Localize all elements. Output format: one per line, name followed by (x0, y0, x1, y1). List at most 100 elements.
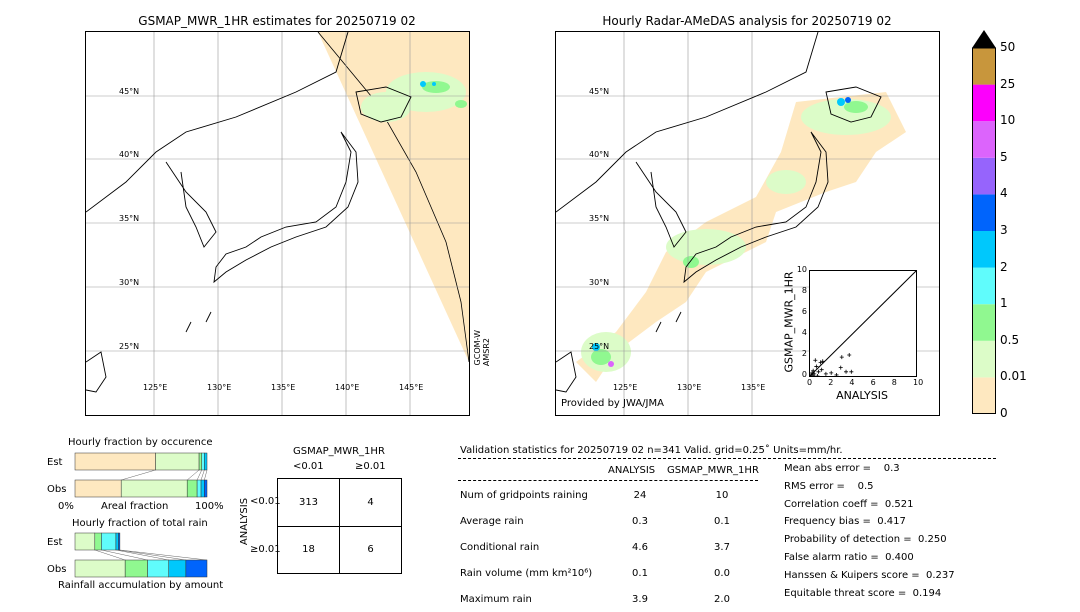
lat-label: 30°N (119, 278, 139, 287)
scatter-point (814, 364, 819, 369)
score-line: Mean abs error = 0.3 (784, 463, 900, 474)
colorbar-level-label: 3 (1000, 223, 1008, 237)
score-line: Frequency bias = 0.417 (784, 516, 906, 528)
colorbar-level-label: 0.01 (1000, 369, 1027, 384)
scatter-ylabel: GSMAP_MWR_1HR (782, 271, 796, 373)
occurrence-title: Hourly fraction by occurence (68, 437, 213, 448)
est-label-rain: Est (47, 537, 63, 548)
left-map-title: GSMAP_MWR_1HR estimates for 20250719 02 (138, 14, 416, 28)
fraction-bar-segment (168, 559, 187, 578)
sensor-label-1: GCOM-W (473, 330, 482, 366)
fraction-bar-segment (74, 479, 122, 498)
fraction-bar-segment (101, 532, 117, 551)
score-line: RMS error = 0.5 (784, 480, 874, 492)
rain-title: Hourly fraction of total rain (72, 518, 208, 529)
scatter-point (811, 368, 816, 373)
fraction-bar-segment (198, 452, 202, 471)
fraction-bar-segment (204, 452, 208, 471)
stat-gsmap-value: 2.0 (714, 594, 730, 605)
scatter-point (838, 365, 843, 370)
stat-gsmap-value: 0.1 (714, 516, 730, 527)
row-label-ge: ≥0.01 (250, 544, 281, 555)
colorbar-segment (972, 267, 996, 305)
scatter-point (813, 358, 818, 363)
scatter-point (849, 369, 854, 374)
xtick-label: 8 (891, 378, 897, 387)
cell-tp: 6 (367, 544, 374, 555)
ytick-label: 8 (801, 286, 807, 295)
colorbar-segment (972, 84, 996, 122)
colorbar-level-label: 25 (1000, 76, 1016, 91)
stat-gsmap-value: 0.0 (714, 568, 730, 579)
colorbar-level-label: 10 (1000, 113, 1016, 128)
scatter-point (816, 369, 821, 374)
scatter-point (844, 369, 849, 374)
lon-label: 130°E (207, 383, 231, 392)
xtick-0pct: 0% (58, 501, 74, 512)
colorbar-segment (972, 48, 996, 85)
obs-label: Obs (47, 484, 67, 495)
fraction-bar-segment (74, 532, 96, 551)
xtick-label: 2 (828, 378, 834, 387)
stats-header: Validation statistics for 20250719 02 n=… (460, 445, 843, 456)
right-map-title: Hourly Radar-AMeDAS analysis for 2025071… (602, 14, 892, 28)
lat-label: 25°N (589, 342, 609, 351)
row-label-lt: <0.01 (250, 496, 281, 507)
fraction-bar-segment (74, 559, 126, 578)
scatter-point (819, 367, 824, 372)
fraction-bar-segment (155, 452, 200, 471)
stat-analysis-value: 0.1 (632, 568, 648, 579)
lon-label: 135°E (741, 383, 765, 392)
xtick-label: 10 (913, 378, 924, 387)
lat-label: 30°N (589, 278, 609, 287)
colorbar-level-label: 0.5 (1000, 332, 1020, 347)
fraction-bar-segment (124, 559, 148, 578)
sensor-label-2: AMSR2 (482, 338, 491, 367)
fraction-bar-segment (115, 532, 119, 551)
score-line: Correlation coeff = 0.521 (784, 498, 914, 510)
scatter-point (820, 359, 825, 364)
col-label-ge: ≥0.01 (355, 461, 386, 472)
stat-label: Average rain (460, 516, 524, 527)
colorbar-level-label: 0 (1000, 406, 1008, 420)
stat-label: Maximum rain (460, 594, 532, 605)
score-line: False alarm ratio = 0.400 (784, 552, 914, 563)
col-analysis: ANALYSIS (608, 465, 656, 476)
scatter-point (834, 372, 839, 377)
stat-analysis-value: 3.9 (632, 594, 648, 605)
colorbar-level-label: 2 (1000, 259, 1008, 274)
fraction-bar-segment (147, 559, 169, 578)
stat-label: Conditional rain (460, 542, 540, 553)
lon-label: 135°E (271, 383, 295, 392)
colorbar-segment (972, 340, 996, 378)
scatter-point (823, 371, 828, 376)
cell-fp: 4 (367, 497, 374, 508)
cell-tn: 313 (298, 497, 319, 508)
contingency-title: GSMAP_MWR_1HR (293, 446, 385, 457)
lon-label: 140°E (335, 383, 359, 392)
fraction-bar-segment (74, 452, 156, 471)
fraction-bar-segment (204, 479, 208, 498)
colorbar-level-label: 1 (1000, 296, 1008, 311)
score-line: Hanssen & Kuipers score = 0.237 (784, 569, 955, 581)
lon-label: 130°E (677, 383, 701, 392)
scatter-point (839, 355, 844, 360)
col-gsmap: GSMAP_MWR_1HR (667, 465, 759, 476)
fraction-bar-segment (200, 479, 205, 498)
scatter-point (810, 370, 815, 375)
fraction-bar-segment (118, 532, 121, 551)
score-line: Equitable threat score = 0.194 (784, 587, 942, 599)
scatter-point (847, 353, 852, 357)
stat-analysis-value: 24 (633, 490, 647, 501)
stat-gsmap-value: 10 (715, 490, 729, 501)
colorbar-level-label: 50 (1000, 40, 1016, 54)
stat-gsmap-value: 3.7 (714, 542, 730, 553)
colorbar-segment (972, 194, 996, 231)
est-label: Est (47, 457, 63, 468)
ytick-label: 2 (801, 349, 807, 358)
left-map: 45°N 40°N 35°N 30°N 25°N 125°E 130°E 135°E 140°E… (85, 31, 470, 416)
lat-label: 45°N (589, 87, 609, 96)
colorbar-level-label: 4 (1000, 186, 1008, 201)
fraction-bar-segment (201, 452, 205, 471)
colorbar-segment (972, 121, 996, 158)
